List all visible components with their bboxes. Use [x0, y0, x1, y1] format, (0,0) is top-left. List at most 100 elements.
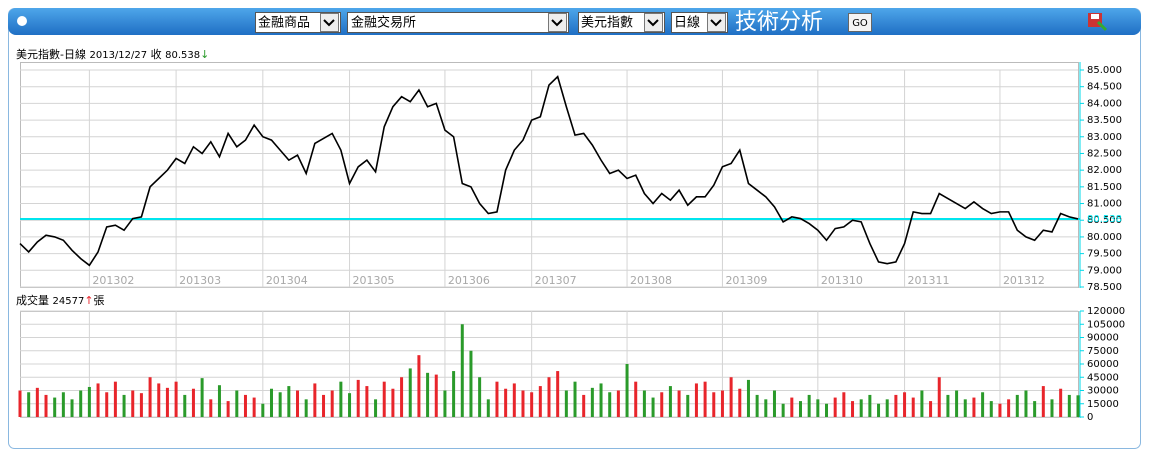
volume-bar	[694, 383, 698, 417]
volume-bar	[981, 392, 985, 417]
volume-bar	[1041, 386, 1045, 417]
x-tick-label: 201304	[266, 274, 308, 287]
volume-bar	[330, 390, 334, 417]
volume-bar	[712, 392, 716, 417]
volume-bar	[877, 403, 881, 417]
volume-bar	[825, 403, 829, 417]
volume-bar	[278, 392, 282, 417]
go-button[interactable]: GO	[848, 13, 872, 32]
volume-bar	[894, 394, 898, 417]
volume-bar	[417, 355, 421, 417]
select[interactable]: 金融商品	[255, 12, 341, 33]
volume-bar	[348, 393, 352, 417]
y-tick-label: 60000	[1087, 359, 1119, 370]
y-tick-label: 30000	[1087, 386, 1119, 397]
volume-bar	[70, 399, 74, 417]
volume-bar	[35, 387, 39, 417]
volume-bar	[972, 397, 976, 417]
volume-bar	[651, 397, 655, 417]
volume-bar	[235, 390, 239, 417]
volume-bar	[885, 399, 889, 417]
volume-bar	[738, 388, 742, 417]
y-tick-label: 90000	[1087, 333, 1119, 344]
volume-bar	[729, 377, 733, 417]
volume-bar	[27, 392, 31, 417]
header-close: 80.538	[165, 50, 200, 61]
select[interactable]: 美元指數	[578, 12, 665, 33]
volume-bar	[304, 399, 308, 417]
header-title: 成交量	[16, 293, 49, 307]
volume-bar	[955, 390, 959, 417]
y-tick-label: 80.500	[1087, 215, 1122, 226]
volume-bar	[209, 399, 213, 417]
volume-bar	[1033, 401, 1037, 417]
volume-bar	[53, 397, 57, 417]
volume-bar	[703, 381, 707, 417]
select[interactable]: 日線	[671, 12, 728, 33]
volume-bar	[365, 386, 369, 417]
volume-bar	[61, 392, 65, 417]
volume-bar	[356, 379, 360, 417]
volume-bar	[790, 397, 794, 417]
volume-bar	[96, 383, 100, 417]
y-tick-label: 0	[1087, 412, 1093, 423]
volume-bar	[937, 377, 941, 417]
volume-bar	[521, 390, 525, 417]
y-tick-label: 84.500	[1087, 82, 1122, 93]
volume-bar	[1015, 394, 1019, 417]
y-tick-label: 120000	[1087, 306, 1125, 317]
x-tick-label: 201307	[535, 274, 577, 287]
volume-bar	[287, 386, 291, 417]
volume-bar	[1007, 399, 1011, 417]
x-tick-label: 201305	[353, 274, 395, 287]
y-tick-label: 83.000	[1087, 132, 1122, 143]
volume-bar	[469, 350, 473, 417]
volume-bar	[486, 399, 490, 417]
y-tick-label: 82.500	[1087, 148, 1122, 159]
volume-bar	[798, 401, 802, 417]
volume-bar	[183, 394, 187, 417]
volume-bar	[269, 388, 273, 417]
volume-bar	[677, 390, 681, 417]
toolbar	[8, 8, 1141, 35]
y-tick-label: 15000	[1087, 399, 1119, 410]
save-icon[interactable]	[1088, 13, 1108, 32]
y-tick-label: 83.500	[1087, 115, 1122, 126]
y-tick-label: 84.000	[1087, 98, 1122, 109]
header-close-label: 收	[151, 47, 162, 61]
price-header: 美元指數-日線 2013/12/27 收 80.538↓	[16, 47, 209, 61]
header-title: 美元指數-日線	[16, 47, 86, 61]
volume-bar	[478, 377, 482, 417]
volume-bar	[755, 394, 759, 417]
volume-bar	[868, 394, 872, 417]
volume-bar	[226, 401, 230, 417]
volume-bar	[426, 372, 430, 417]
header-arrow: ↓	[200, 48, 209, 61]
y-tick-label: 82.000	[1087, 165, 1122, 176]
volume-bar	[781, 403, 785, 417]
volume-bar	[547, 377, 551, 417]
volume-bar	[322, 394, 326, 417]
volume-bar	[131, 390, 135, 417]
volume-bar	[217, 385, 221, 417]
volume-bar	[556, 371, 560, 417]
x-tick-label: 201309	[725, 274, 767, 287]
volume-bar	[616, 390, 620, 417]
y-tick-label: 79.000	[1087, 265, 1122, 276]
volume-bar	[599, 383, 603, 417]
header-date: 2013/12/27	[89, 50, 147, 61]
volume-bar	[434, 374, 438, 417]
volume-bar	[625, 364, 629, 417]
volume-bar	[313, 383, 317, 417]
volume-bar	[946, 394, 950, 417]
volume-bar	[87, 386, 91, 417]
volume-bar	[998, 403, 1002, 417]
volume-bar	[79, 390, 83, 417]
volume-bar	[339, 381, 343, 417]
x-tick-label: 201312	[1003, 274, 1045, 287]
select[interactable]: 金融交易所	[347, 12, 569, 33]
y-tick-label: 78.500	[1087, 282, 1122, 293]
volume-bar	[816, 399, 820, 417]
volume-bar	[1024, 390, 1028, 417]
